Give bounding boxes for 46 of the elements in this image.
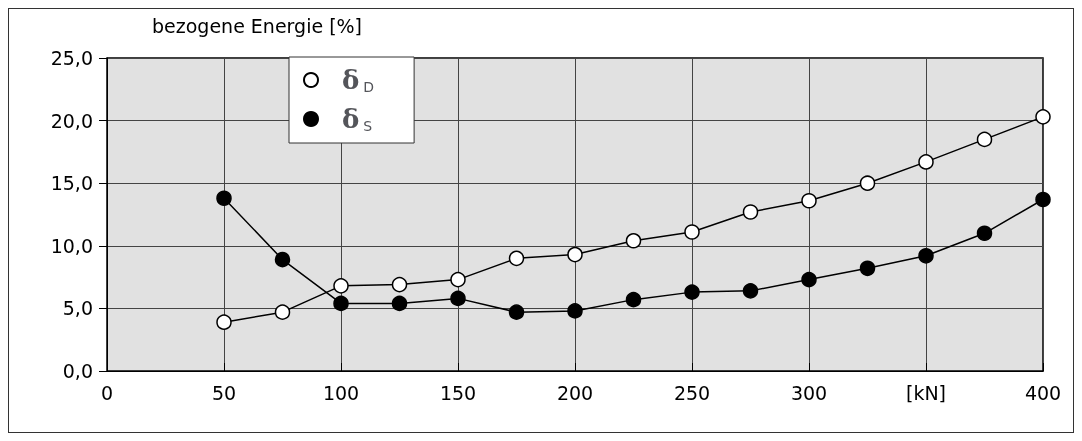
point	[274, 251, 291, 268]
y-tick-label: 0,0	[62, 360, 93, 382]
point	[391, 295, 408, 312]
point	[801, 192, 817, 209]
point	[976, 131, 993, 148]
point	[450, 290, 466, 307]
x-tick-label: 200	[556, 381, 594, 404]
point	[1035, 191, 1051, 208]
point	[976, 225, 993, 242]
point	[859, 175, 876, 191]
point	[450, 271, 466, 288]
point	[1035, 109, 1051, 125]
x-tick-label: 0	[100, 381, 114, 404]
point	[216, 314, 232, 330]
point	[625, 291, 642, 308]
point	[274, 304, 291, 320]
y-tick-label: 15,0	[50, 172, 93, 195]
x-tick-label: 100	[322, 381, 360, 404]
x-tick-label: [kN]	[905, 381, 947, 404]
x-tick-label: 250	[673, 381, 711, 404]
point	[333, 278, 349, 294]
point	[918, 154, 934, 170]
point	[801, 271, 817, 288]
x-tick-label: 300	[790, 381, 828, 404]
point	[391, 276, 408, 293]
point	[859, 260, 876, 277]
point	[742, 283, 759, 299]
y-tick-label: 20,0	[50, 109, 93, 132]
point	[625, 233, 642, 249]
point	[742, 204, 759, 220]
point	[918, 248, 934, 264]
point	[508, 304, 525, 320]
point	[216, 190, 232, 206]
point	[333, 295, 349, 312]
point	[684, 224, 700, 240]
point	[567, 246, 583, 263]
x-tick-label: 50	[211, 381, 237, 404]
x-tick-label: 150	[439, 381, 477, 404]
y-tick-label: 25,0	[50, 47, 93, 69]
x-tick-label: 400	[1024, 381, 1062, 404]
y-axis-title: bezogene Energie [%]	[152, 14, 363, 37]
point	[567, 303, 583, 319]
point	[508, 250, 525, 267]
point	[684, 284, 700, 300]
y-tick-label: 5,0	[62, 297, 93, 320]
y-tick-label: 10,0	[50, 234, 93, 257]
